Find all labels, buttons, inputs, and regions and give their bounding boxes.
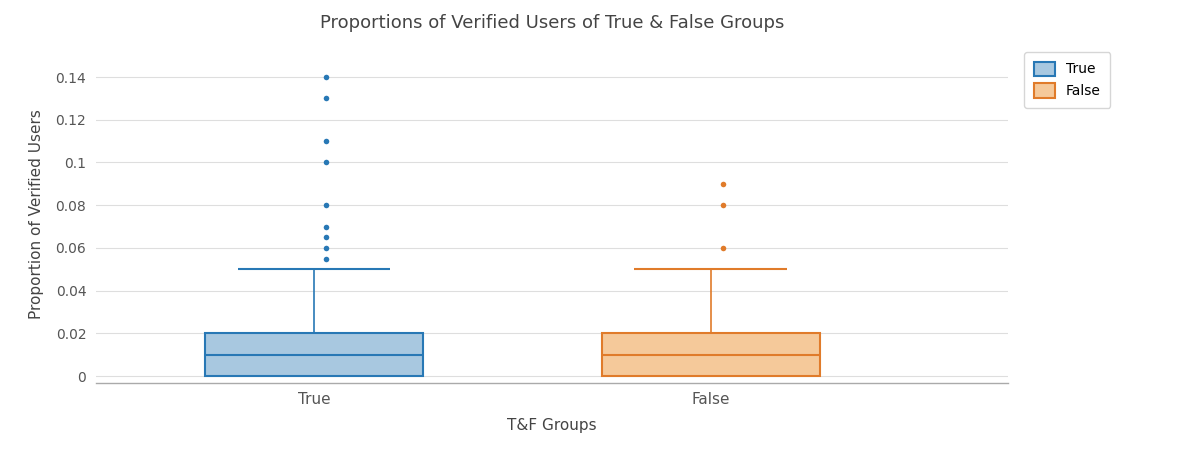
Legend: True, False: True, False bbox=[1024, 52, 1110, 108]
Y-axis label: Proportion of Verified Users: Proportion of Verified Users bbox=[30, 109, 44, 319]
Bar bbox=[205, 333, 424, 376]
Bar bbox=[601, 333, 820, 376]
X-axis label: T&F Groups: T&F Groups bbox=[508, 418, 596, 433]
Title: Proportions of Verified Users of True & False Groups: Proportions of Verified Users of True & … bbox=[320, 14, 784, 32]
